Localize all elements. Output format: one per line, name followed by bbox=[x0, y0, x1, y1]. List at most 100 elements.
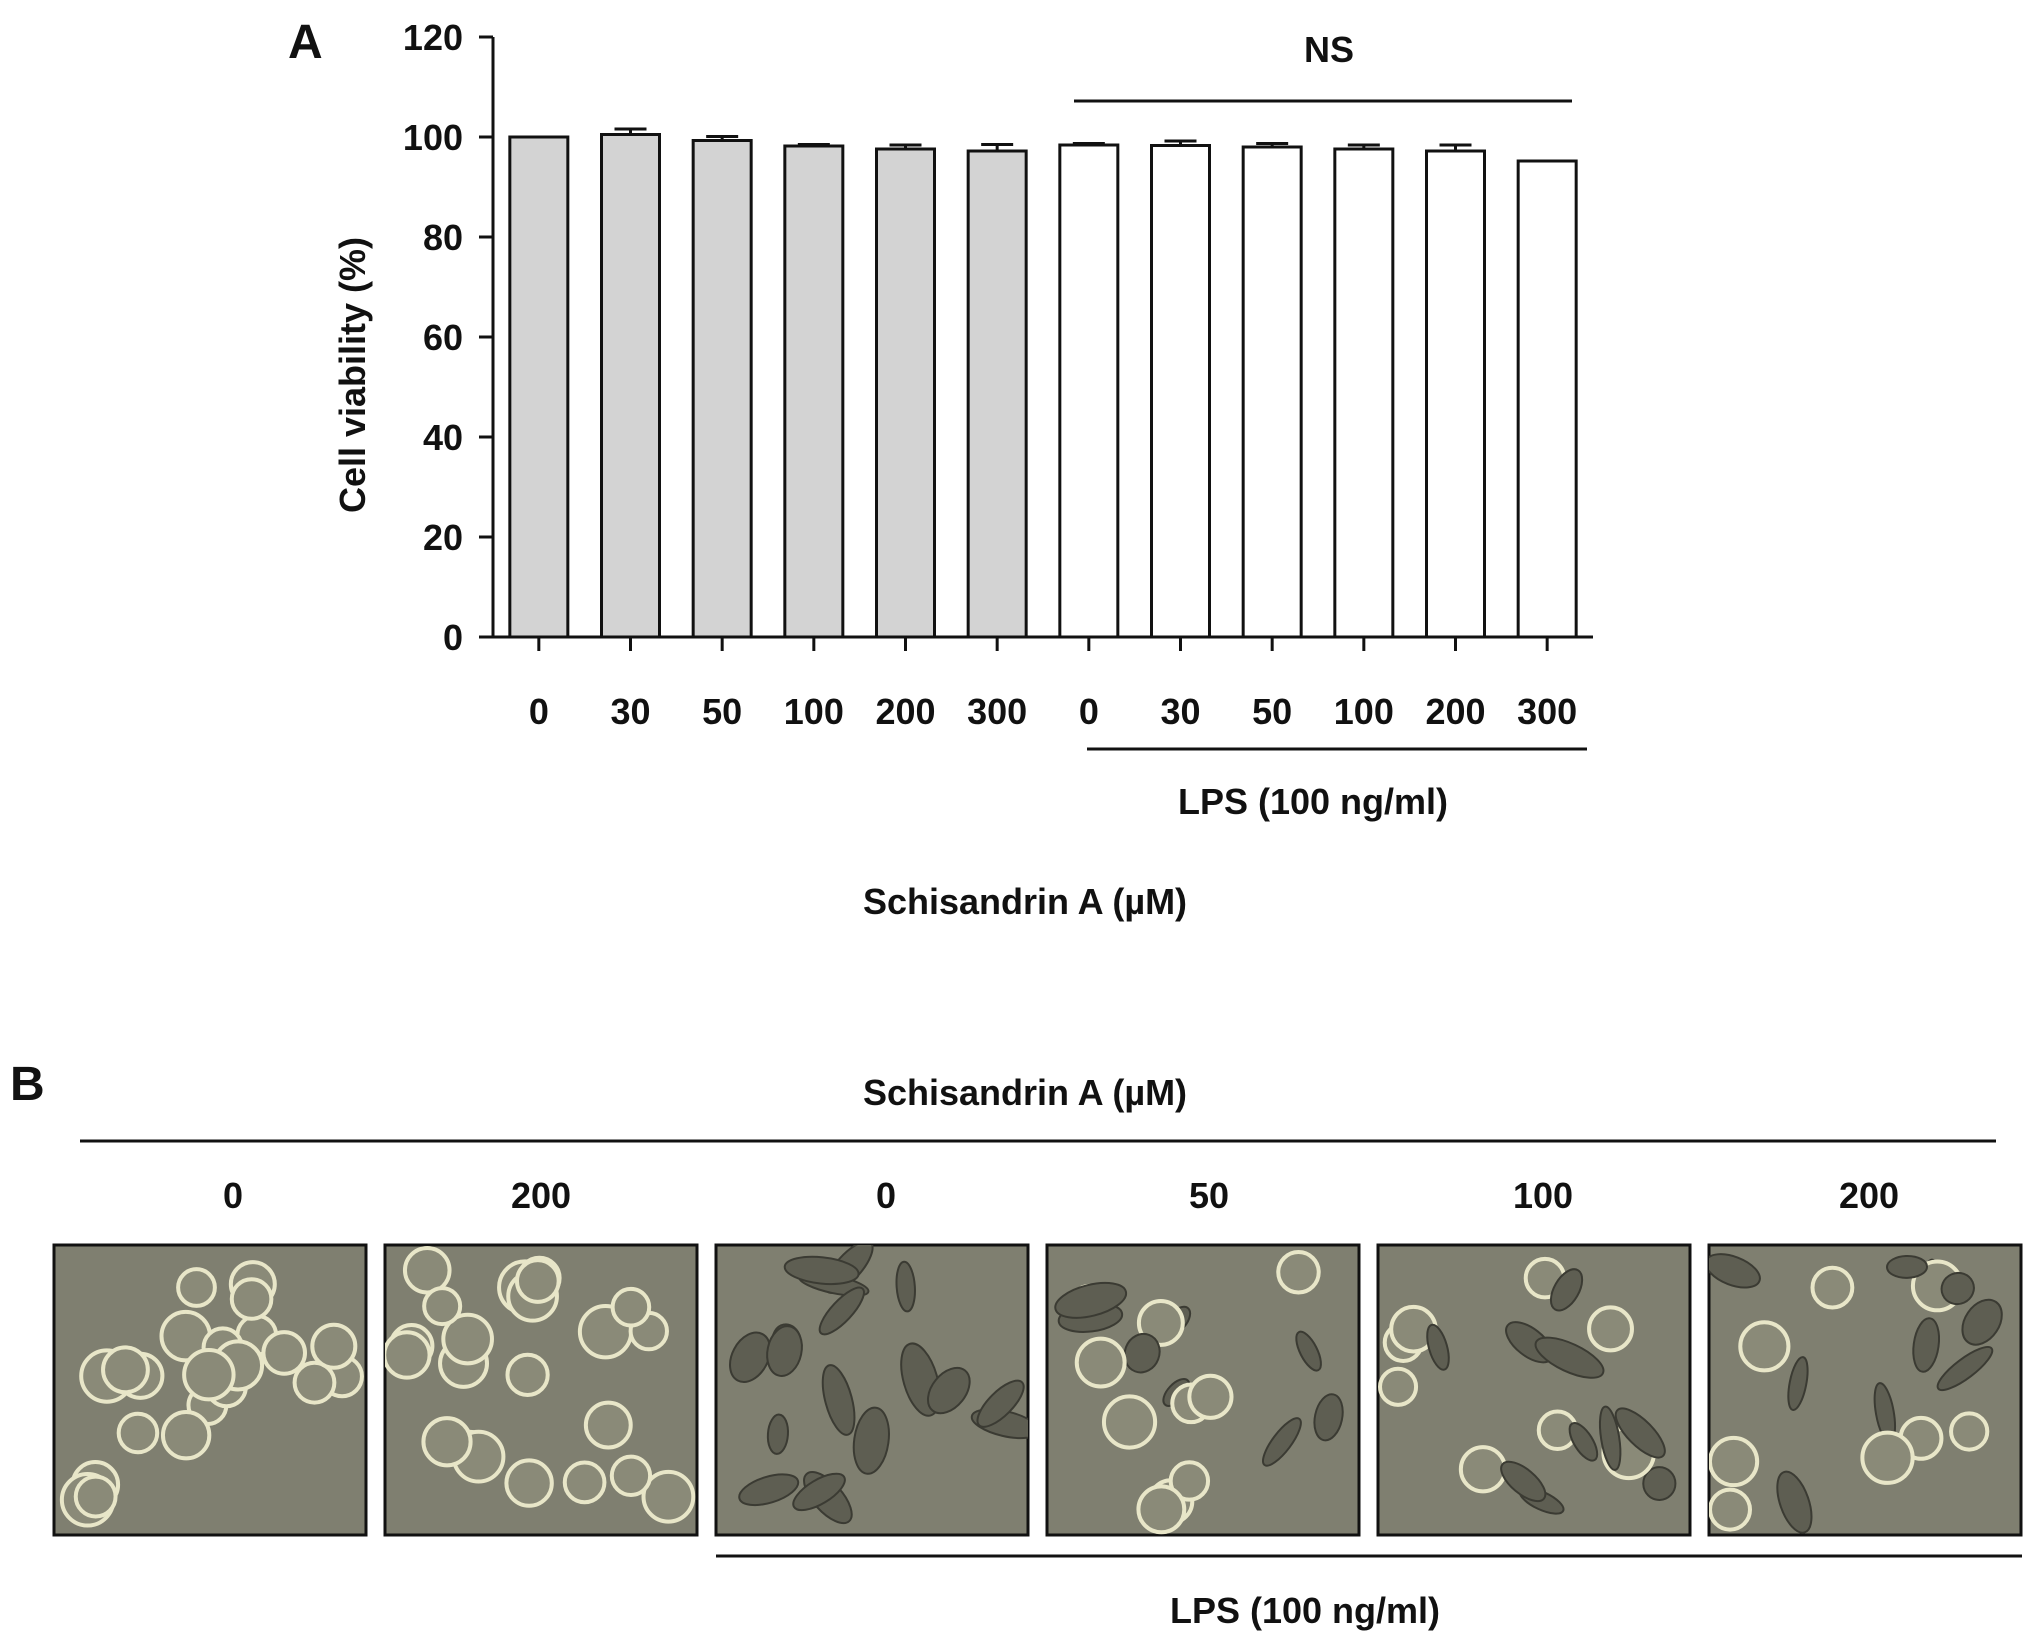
y-axis: 0 20 40 60 80 100 120 bbox=[403, 17, 495, 658]
cell bbox=[1598, 1405, 1622, 1471]
cell bbox=[402, 1245, 452, 1295]
micrograph-label: 0 bbox=[223, 1175, 243, 1216]
x-axis-title: Schisandrin A (µM) bbox=[863, 881, 1187, 922]
cell bbox=[1709, 1435, 1760, 1488]
cell bbox=[1426, 1323, 1450, 1371]
micrograph-label: 0 bbox=[876, 1175, 896, 1216]
bar-control-100 bbox=[783, 144, 845, 639]
bar-control-0 bbox=[508, 135, 570, 639]
cell bbox=[441, 1312, 494, 1366]
cell bbox=[1961, 1298, 2003, 1346]
cell bbox=[1262, 1417, 1302, 1467]
cell bbox=[421, 1416, 473, 1468]
cell bbox=[1776, 1470, 1813, 1534]
y-axis-title: Cell viability (%) bbox=[332, 237, 373, 513]
cell bbox=[116, 1411, 160, 1455]
cell-cluster bbox=[1709, 1253, 2003, 1534]
cell bbox=[1276, 1250, 1321, 1295]
bar-control-50 bbox=[691, 139, 753, 639]
cell bbox=[852, 1406, 890, 1475]
x-tick-label: 200 bbox=[875, 691, 935, 732]
cell bbox=[1549, 1268, 1584, 1312]
cell bbox=[514, 1258, 561, 1304]
micrograph-label: 100 bbox=[1513, 1175, 1573, 1216]
cell bbox=[1949, 1411, 1990, 1452]
cell bbox=[895, 1260, 916, 1313]
cell bbox=[1168, 1460, 1211, 1502]
cell bbox=[738, 1473, 800, 1507]
cell bbox=[504, 1458, 554, 1508]
cell bbox=[641, 1469, 696, 1524]
x-tick-label: 50 bbox=[1252, 691, 1292, 732]
cell bbox=[101, 1345, 150, 1395]
y-tick-label: 120 bbox=[403, 17, 463, 58]
cell bbox=[783, 1255, 860, 1286]
cell bbox=[1500, 1460, 1547, 1503]
panel-b-lps-label: LPS (100 ng/ml) bbox=[1170, 1590, 1440, 1631]
cell bbox=[1534, 1336, 1605, 1379]
cell bbox=[562, 1460, 607, 1505]
cell bbox=[766, 1413, 789, 1455]
cell bbox=[310, 1322, 358, 1370]
x-tick-label: 100 bbox=[784, 691, 844, 732]
cell bbox=[73, 1474, 118, 1519]
cell bbox=[176, 1267, 217, 1308]
bar-lps-50 bbox=[1241, 145, 1303, 639]
cell bbox=[729, 1331, 772, 1383]
bar-lps-30 bbox=[1150, 144, 1211, 639]
x-axis: 0 30 50 100 200 300 0 30 50 100 200 300 bbox=[493, 635, 1593, 732]
panel-a-letter: A bbox=[288, 16, 323, 69]
micrograph-label: 50 bbox=[1189, 1175, 1229, 1216]
bar-lps-300 bbox=[1516, 159, 1578, 639]
micrograph-label: 200 bbox=[1839, 1175, 1899, 1216]
cell bbox=[1885, 1254, 1929, 1279]
cell bbox=[1642, 1466, 1677, 1501]
cell bbox=[1568, 1422, 1599, 1462]
cell-cluster bbox=[59, 1260, 364, 1528]
cell bbox=[976, 1379, 1025, 1428]
cell bbox=[261, 1330, 308, 1376]
y-tick-label: 60 bbox=[423, 317, 463, 358]
micrograph-image bbox=[714, 1243, 1030, 1537]
cell bbox=[1936, 1346, 1994, 1392]
cell bbox=[792, 1472, 846, 1512]
cell bbox=[292, 1360, 337, 1405]
cell bbox=[1860, 1430, 1915, 1485]
cell bbox=[182, 1348, 236, 1402]
micrograph-label: 200 bbox=[511, 1175, 571, 1216]
micrograph-row: 0 200 0 50 100 200 bbox=[52, 1175, 2023, 1537]
bar-control-30 bbox=[600, 133, 661, 639]
cell bbox=[1101, 1394, 1158, 1450]
cell bbox=[1738, 1320, 1791, 1373]
cell bbox=[818, 1286, 865, 1336]
ns-label: NS bbox=[1304, 29, 1354, 70]
bar-control-300 bbox=[966, 149, 1028, 639]
x-tick-label: 100 bbox=[1334, 691, 1394, 732]
x-tick-label: 0 bbox=[1079, 691, 1099, 732]
micrograph-image bbox=[1707, 1243, 2023, 1537]
x-tick-label: 30 bbox=[1160, 691, 1200, 732]
cell-cluster bbox=[385, 1245, 696, 1524]
cell bbox=[1378, 1366, 1419, 1407]
cell bbox=[1912, 1317, 1941, 1373]
cell bbox=[229, 1277, 274, 1321]
x-tick-label: 300 bbox=[1517, 691, 1577, 732]
y-tick-label: 0 bbox=[443, 617, 463, 658]
x-tick-label: 30 bbox=[610, 691, 650, 732]
cell bbox=[1187, 1373, 1234, 1420]
cell bbox=[1136, 1484, 1187, 1535]
cell bbox=[385, 1330, 432, 1380]
bars bbox=[508, 127, 1578, 639]
bar-lps-0 bbox=[1058, 143, 1120, 639]
y-tick-label: 20 bbox=[423, 517, 463, 558]
bar-chart: 0 20 40 60 80 100 120 0 30 50 100 200 300 0 30 50 100 20… bbox=[403, 17, 1593, 732]
cell bbox=[1787, 1356, 1809, 1411]
cell bbox=[1123, 1332, 1161, 1374]
cell bbox=[1810, 1265, 1855, 1310]
y-tick-label: 80 bbox=[423, 217, 463, 258]
cell bbox=[766, 1325, 803, 1377]
panel-b-title: Schisandrin A (µM) bbox=[863, 1072, 1187, 1113]
cell bbox=[505, 1352, 550, 1397]
cell bbox=[583, 1400, 633, 1450]
